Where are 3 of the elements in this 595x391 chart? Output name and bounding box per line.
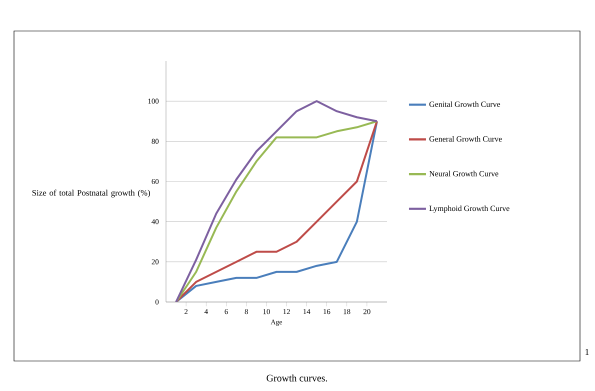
text: 1	[586, 349, 589, 355]
text: Growth curves.	[266, 374, 328, 382]
y-axis-title: Size of total Postnatal growth (%)	[32, 190, 150, 198]
